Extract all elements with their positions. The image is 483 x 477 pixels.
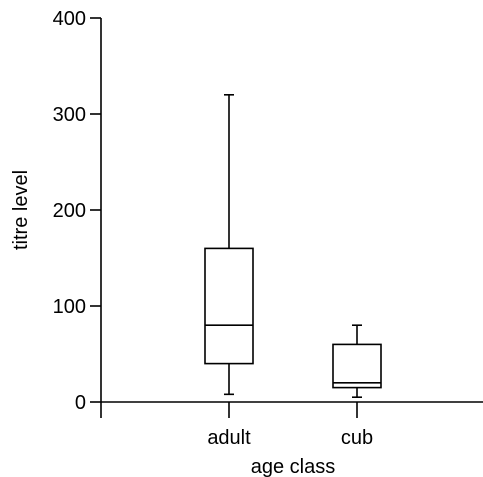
box-series: [204, 94, 382, 399]
iqr-box: [332, 343, 382, 389]
x-tick-label-adult: adult: [207, 427, 251, 449]
y-axis-ticks: 0 100 200 300 400: [53, 8, 101, 414]
x-axis-title: age class: [251, 456, 336, 477]
iqr-box: [204, 247, 254, 365]
box-adult: [204, 94, 254, 396]
box-cub: [332, 324, 382, 399]
y-tick-label: 300: [53, 104, 86, 126]
y-axis-title: titre level: [10, 170, 32, 250]
x-tick-label-cub: cub: [341, 427, 373, 449]
y-tick-label: 400: [53, 8, 86, 30]
x-axis-ticks: adult cub: [207, 402, 373, 449]
y-tick-label: 100: [53, 296, 86, 318]
y-tick-label: 0: [75, 392, 86, 414]
y-tick-label: 200: [53, 200, 86, 222]
